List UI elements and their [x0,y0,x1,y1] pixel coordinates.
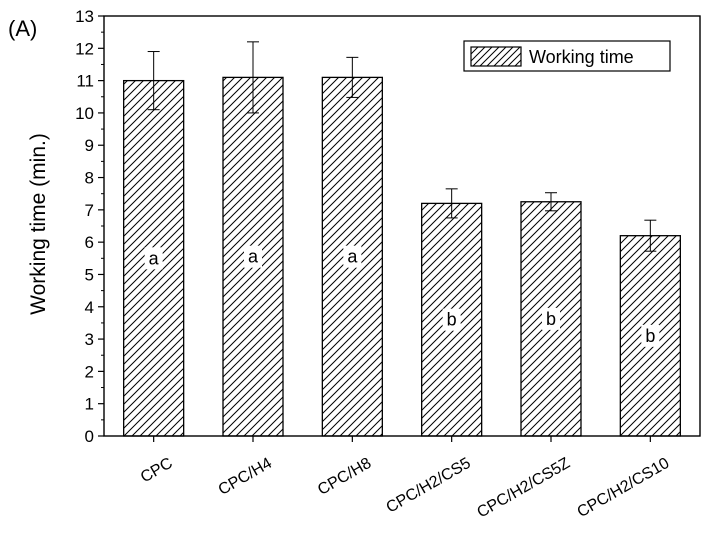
significance-letter: b [546,309,556,329]
legend-label: Working time [529,47,634,67]
y-tick-label: 4 [85,298,94,317]
x-tick-label: CPC/H2/CS5Z [474,455,573,522]
legend-swatch [470,46,522,67]
significance-letter: a [347,247,358,267]
x-tick-label: CPC/H2/CS5 [384,455,474,517]
panel-label: (A) [8,16,37,41]
y-tick-label: 7 [85,201,94,220]
significance-letter: a [248,247,259,267]
significance-letter: b [645,326,655,346]
y-tick-label: 11 [76,72,94,91]
significance-letter: b [447,310,457,330]
y-tick-label: 2 [85,362,94,381]
significance-letter-bg [542,307,560,330]
significance-letter-bg [442,308,461,331]
x-tick-label: CPC/H2/CS10 [574,455,672,521]
y-axis-label: Working time (min.) [27,133,50,315]
y-tick-label: 1 [85,395,94,414]
x-tick-label: CPC/H4 [216,455,275,499]
x-tick-label: CPC/H8 [315,455,374,499]
y-tick-label: 0 [85,427,94,446]
significance-letter-bg [144,247,163,270]
y-tick-label: 6 [85,233,94,252]
y-tick-label: 8 [85,169,94,188]
legend: Working time [463,40,671,72]
x-tick-label: CPC [138,455,176,487]
significance-letter-bg [244,245,262,268]
y-tick-label: 5 [85,265,94,284]
y-tick-label: 3 [85,330,94,349]
plot-area: 012345678910111213aCPCaCPC/H4aCPC/H8bCPC… [75,7,701,522]
y-tick-label: 10 [75,104,94,123]
y-tick-label: 9 [85,136,94,155]
y-tick-label: 13 [75,7,94,26]
significance-letter: a [149,248,160,268]
significance-letter-bg [343,245,362,268]
significance-letter-bg [641,324,660,347]
plot-frame [103,15,701,437]
y-tick-label: 12 [75,39,94,58]
